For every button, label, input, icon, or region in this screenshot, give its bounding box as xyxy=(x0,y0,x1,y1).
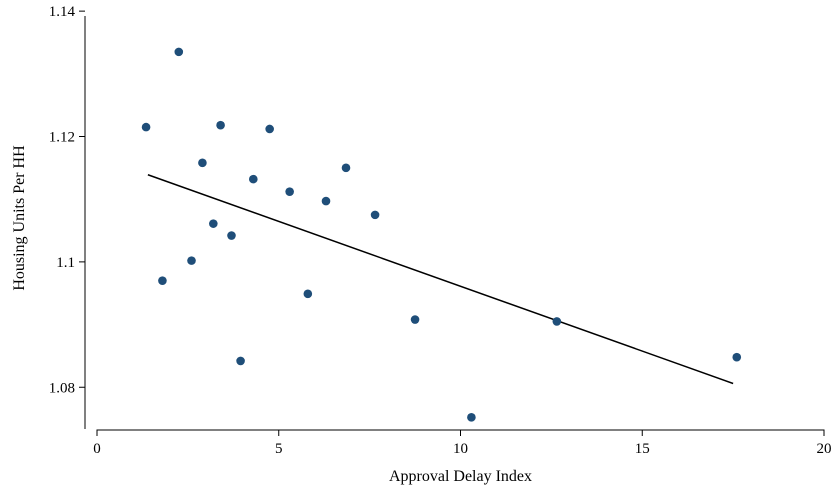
x-axis-title: Approval Delay Index xyxy=(389,468,532,485)
data-points xyxy=(141,47,742,422)
data-point xyxy=(209,219,218,228)
data-point xyxy=(236,356,245,366)
x-tick-label: 20 xyxy=(817,441,832,457)
x-tick-label: 0 xyxy=(93,441,101,457)
data-point xyxy=(303,289,313,299)
data-point xyxy=(341,163,351,173)
data-point xyxy=(285,187,294,196)
y-tick-label: 1.12 xyxy=(49,130,75,146)
y-tick-label: 1.1 xyxy=(56,255,75,271)
fit-line-group xyxy=(147,174,734,385)
data-point xyxy=(227,231,236,240)
data-point xyxy=(174,47,184,57)
data-point xyxy=(198,158,207,168)
x-tick-label: 10 xyxy=(453,441,468,457)
data-point xyxy=(187,256,196,265)
fit-line xyxy=(147,174,734,385)
data-point xyxy=(249,174,258,184)
data-point xyxy=(410,315,420,324)
y-tick-label: 1.08 xyxy=(49,380,75,396)
data-point xyxy=(265,124,274,134)
x-tick-label: 15 xyxy=(635,441,650,457)
y-axis-title: Housing Units Per HH xyxy=(11,145,28,291)
data-point xyxy=(321,196,331,206)
data-point xyxy=(158,276,167,285)
data-point xyxy=(141,122,151,132)
data-point xyxy=(216,120,225,130)
data-point xyxy=(370,210,380,220)
y-tick-label: 1.14 xyxy=(49,4,76,20)
x-tick-label: 5 xyxy=(275,441,283,457)
data-point xyxy=(552,317,562,326)
data-point xyxy=(467,413,476,422)
data-point xyxy=(732,352,742,362)
axes: 0 5 10 15 20 1.08 1.1 1.12 1.14 xyxy=(49,4,832,457)
